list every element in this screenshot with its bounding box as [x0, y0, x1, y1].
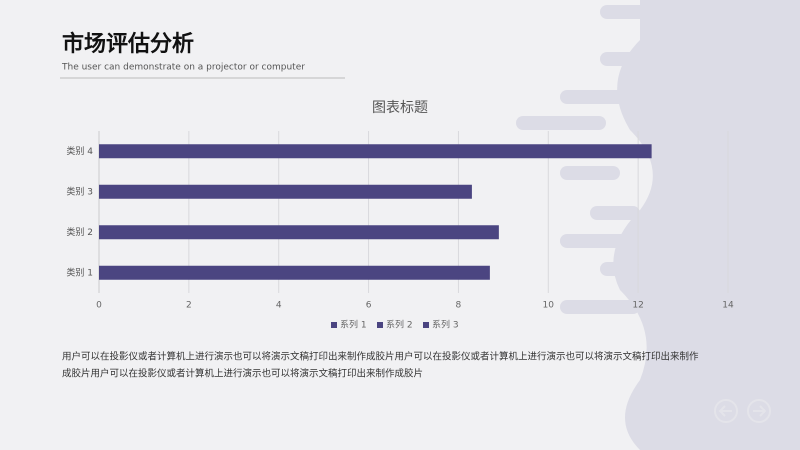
bar	[99, 184, 472, 199]
x-tick-label: 10	[543, 301, 555, 311]
x-tick-label: 14	[722, 301, 734, 311]
bar	[99, 144, 652, 159]
legend-label: 系列 1	[340, 319, 367, 331]
chart-title: 图表标题	[372, 100, 428, 116]
pill	[516, 116, 606, 130]
dot	[540, 118, 552, 130]
legend-swatch	[331, 322, 337, 328]
y-tick-label: 类别 2	[66, 226, 93, 238]
legend-swatch	[423, 322, 429, 328]
x-tick-label: 2	[186, 301, 192, 311]
legend-label: 系列 2	[386, 319, 413, 331]
y-tick-label: 类别 3	[66, 185, 93, 197]
bar	[99, 225, 499, 240]
x-tick-label: 8	[456, 301, 462, 311]
legend-swatch	[377, 322, 383, 328]
prev-arrow	[718, 405, 732, 417]
prev-button[interactable]	[714, 399, 738, 423]
y-tick-label: 类别 4	[66, 145, 93, 157]
next-arrow	[753, 405, 767, 417]
pill	[600, 5, 720, 19]
body-text: 成胶片用户可以在投影仪或者计算机上进行演示也可以将演示文稿打印出来制作成胶片	[62, 368, 423, 380]
next-button[interactable]	[747, 399, 771, 423]
x-tick-label: 6	[366, 301, 372, 311]
bar	[99, 265, 490, 280]
decoration	[516, 0, 800, 450]
pill	[650, 28, 800, 42]
pill	[560, 90, 650, 104]
pill	[560, 166, 620, 180]
slide-subtitle: The user can demonstrate on a projector …	[61, 63, 305, 73]
x-tick-label: 0	[96, 301, 102, 311]
x-tick-label: 12	[632, 301, 643, 311]
slide-title: 市场评估分析	[62, 31, 194, 57]
nav	[714, 399, 771, 423]
y-tick-label: 类别 1	[66, 266, 93, 278]
body-text: 用户可以在投影仪或者计算机上进行演示也可以将演示文稿打印出来制作成胶片用户可以在…	[62, 351, 699, 363]
x-tick-label: 4	[276, 301, 282, 311]
pill	[600, 262, 640, 276]
bg-shape	[613, 0, 800, 450]
legend-label: 系列 3	[432, 319, 459, 331]
pill	[590, 206, 640, 220]
pill	[560, 234, 660, 248]
dot	[560, 235, 572, 247]
pill	[560, 300, 640, 314]
pill	[600, 52, 680, 66]
